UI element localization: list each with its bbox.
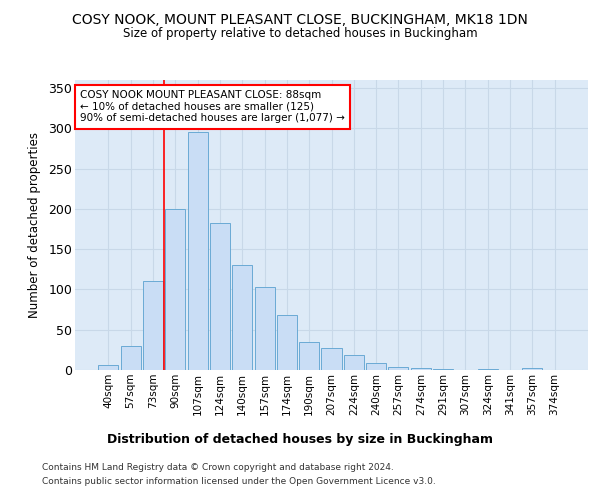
Bar bbox=[344, 354, 364, 370]
Y-axis label: Number of detached properties: Number of detached properties bbox=[28, 132, 41, 318]
Bar bbox=[277, 315, 297, 370]
Bar bbox=[254, 287, 275, 370]
Bar bbox=[98, 365, 118, 370]
Bar bbox=[478, 369, 498, 370]
Bar bbox=[433, 369, 453, 370]
Text: Contains public sector information licensed under the Open Government Licence v3: Contains public sector information licen… bbox=[42, 478, 436, 486]
Text: Size of property relative to detached houses in Buckingham: Size of property relative to detached ho… bbox=[122, 28, 478, 40]
Bar bbox=[232, 266, 252, 370]
Bar bbox=[165, 209, 185, 370]
Bar bbox=[143, 282, 163, 370]
Bar bbox=[411, 368, 431, 370]
Text: COSY NOOK, MOUNT PLEASANT CLOSE, BUCKINGHAM, MK18 1DN: COSY NOOK, MOUNT PLEASANT CLOSE, BUCKING… bbox=[72, 12, 528, 26]
Bar bbox=[299, 342, 319, 370]
Text: Distribution of detached houses by size in Buckingham: Distribution of detached houses by size … bbox=[107, 432, 493, 446]
Bar bbox=[188, 132, 208, 370]
Bar bbox=[210, 224, 230, 370]
Bar bbox=[121, 346, 141, 370]
Text: COSY NOOK MOUNT PLEASANT CLOSE: 88sqm
← 10% of detached houses are smaller (125): COSY NOOK MOUNT PLEASANT CLOSE: 88sqm ← … bbox=[80, 90, 345, 124]
Bar bbox=[366, 363, 386, 370]
Bar bbox=[388, 367, 409, 370]
Bar bbox=[522, 368, 542, 370]
Bar bbox=[322, 348, 341, 370]
Text: Contains HM Land Registry data © Crown copyright and database right 2024.: Contains HM Land Registry data © Crown c… bbox=[42, 462, 394, 471]
